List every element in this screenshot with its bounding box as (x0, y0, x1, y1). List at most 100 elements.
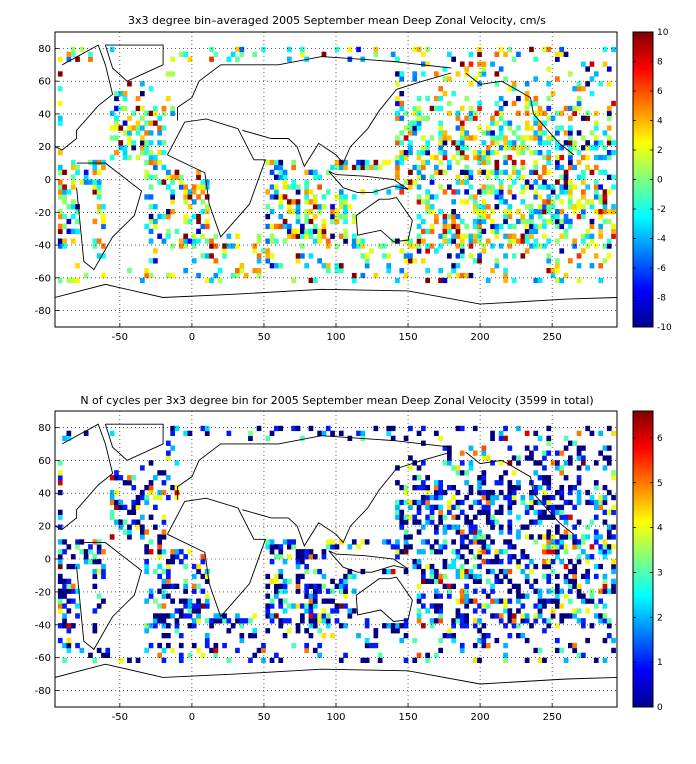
velocity-cell (447, 272, 452, 279)
cycles-cell (468, 524, 474, 530)
cycles-cell (421, 440, 426, 446)
velocity-cell (66, 56, 72, 62)
velocity-cell (477, 51, 482, 57)
velocity-cell (606, 66, 612, 72)
cycles-cell (511, 623, 517, 629)
velocity-cell (425, 209, 430, 215)
cycles-cell (472, 534, 478, 540)
cycles-cell (291, 544, 296, 550)
velocity-cell (520, 150, 526, 156)
cycles-cell (472, 623, 478, 629)
cycles-cell (421, 603, 426, 609)
cycles-y-ticks: 80 60 40 20 0 -20 -40 -60 -80 (35, 423, 51, 697)
velocity-cell (602, 204, 608, 210)
velocity-cell (373, 46, 379, 53)
cycles-cell (295, 563, 301, 570)
velocity-cell (178, 184, 184, 190)
velocity-cell (451, 223, 456, 230)
cycles-cell (585, 573, 590, 580)
cycles-cell (308, 598, 314, 604)
cycles-cell (291, 642, 296, 649)
velocity-cell (542, 209, 547, 215)
velocity-cell (330, 213, 335, 220)
cycles-cell (451, 514, 456, 520)
cycles-cell (546, 485, 552, 491)
velocity-cell (568, 184, 573, 190)
cycles-cell (516, 455, 521, 461)
cycles-cell (576, 519, 582, 525)
velocity-cell (269, 159, 275, 166)
velocity-cell (399, 150, 405, 156)
velocity-cell (295, 209, 301, 215)
velocity-cell (555, 223, 560, 230)
cycles-cell (434, 494, 439, 501)
cycles-cell (416, 583, 422, 589)
velocity-cell (62, 194, 67, 200)
cycles-cell (576, 539, 582, 545)
cycles-cell (485, 504, 491, 510)
cycles-cell (494, 480, 500, 486)
velocity-cell (447, 76, 452, 82)
velocity-cell (559, 125, 565, 131)
cycles-cell (581, 445, 586, 451)
velocity-cell (485, 169, 491, 175)
cycles-cell (537, 657, 543, 663)
velocity-cell (559, 218, 565, 225)
cycles-cell (472, 450, 478, 456)
cycles-cell (481, 559, 487, 565)
cycles-cell (563, 445, 569, 451)
cycles-cell (451, 549, 456, 555)
cycles-cell (542, 450, 547, 456)
velocity-cell (516, 145, 521, 151)
velocity-y-tick: -40 (35, 241, 51, 252)
velocity-cell (351, 218, 357, 225)
velocity-cell (555, 194, 560, 200)
velocity-cell (135, 125, 141, 131)
cycles-cell (511, 544, 517, 550)
velocity-cell (546, 253, 552, 259)
velocity-cell (334, 209, 340, 215)
velocity-cell (148, 258, 154, 264)
cycles-cell (507, 633, 513, 639)
cycles-cell (321, 583, 327, 589)
cycles-cell (481, 544, 487, 550)
cycles-cell (511, 618, 517, 624)
cycles-cell (438, 578, 443, 584)
velocity-cell (516, 110, 521, 116)
cycles-cell (274, 573, 279, 580)
cycles-cell (308, 549, 314, 555)
velocity-cell (70, 228, 76, 234)
velocity-cell (464, 179, 469, 185)
velocity-cell (174, 169, 180, 175)
velocity-cell (183, 189, 188, 195)
velocity-cell (555, 159, 560, 166)
velocity-cell (581, 86, 586, 92)
cycles-cell (356, 430, 361, 436)
velocity-cell (438, 277, 443, 284)
cycles-cell (144, 647, 149, 654)
cycles-cell (416, 593, 422, 599)
cycles-cell (57, 598, 63, 604)
velocity-cell (481, 66, 487, 72)
cycles-cell (546, 573, 552, 580)
cycles-cell (455, 618, 461, 624)
cycles-cell (546, 425, 552, 432)
velocity-cell (256, 233, 262, 239)
cycles-x-tick: 200 (471, 712, 490, 723)
cycles-cell (459, 573, 465, 580)
cycles-cell (79, 647, 85, 654)
cycles-cell (602, 519, 608, 525)
velocity-cell (559, 110, 565, 116)
cycles-cell (265, 613, 271, 619)
cycles-cell (425, 475, 430, 481)
velocity-cell (606, 105, 612, 112)
velocity-cell (468, 243, 474, 249)
cycles-cell (265, 573, 271, 580)
cycles-cell (494, 509, 500, 515)
cycles-cell (312, 613, 318, 619)
velocity-cell (209, 238, 214, 244)
cycles-cell (559, 588, 565, 594)
velocity-cell (196, 174, 201, 180)
cycles-cell (278, 623, 284, 629)
